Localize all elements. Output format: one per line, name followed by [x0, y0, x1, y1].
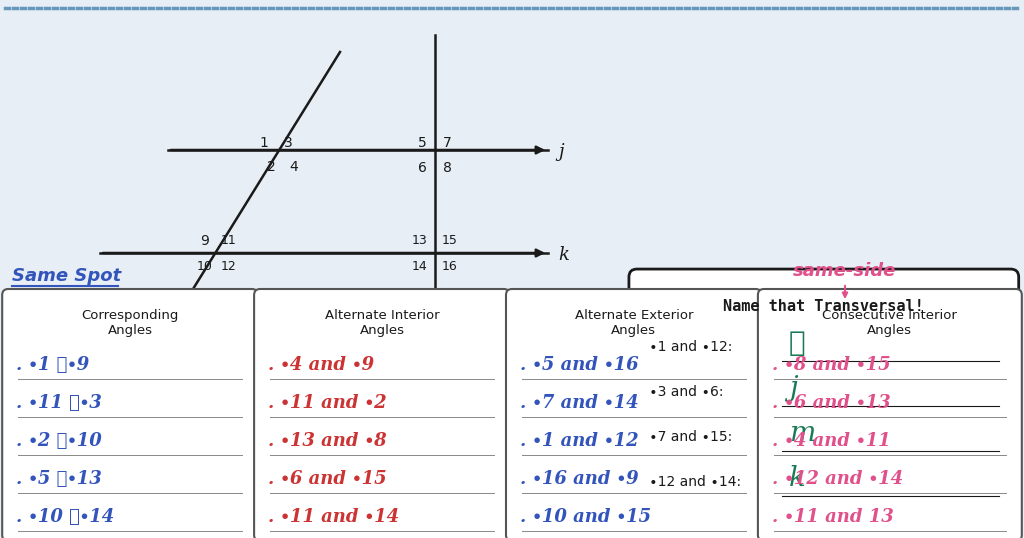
Text: . ∙2 ≅∙10: . ∙2 ≅∙10 [16, 432, 102, 450]
Text: 13: 13 [412, 235, 428, 247]
Text: 11: 11 [221, 235, 237, 247]
Text: 3: 3 [284, 136, 293, 150]
Text: Alternate Interior
Angles: Alternate Interior Angles [325, 309, 439, 337]
Text: 4: 4 [290, 160, 298, 174]
Text: . ∙11 and ∙2: . ∙11 and ∙2 [268, 394, 387, 412]
Text: Same Spot: Same Spot [12, 267, 121, 285]
Text: k: k [558, 246, 569, 264]
Text: 15: 15 [442, 235, 458, 247]
Text: 16: 16 [442, 259, 458, 273]
Text: m: m [788, 420, 815, 447]
Text: . ∙10 ≅∙14: . ∙10 ≅∙14 [16, 508, 115, 526]
Text: ℓ: ℓ [788, 330, 806, 357]
FancyBboxPatch shape [254, 289, 510, 538]
Text: m: m [426, 328, 443, 346]
Text: same-side: same-side [794, 262, 897, 280]
Text: . ∙4 and ∙9: . ∙4 and ∙9 [268, 356, 374, 374]
Text: . ∙11 ≅∙3: . ∙11 ≅∙3 [16, 394, 102, 412]
Text: 1: 1 [259, 136, 268, 150]
Text: 10: 10 [197, 259, 213, 273]
FancyBboxPatch shape [506, 289, 762, 538]
Text: . ∙6 and ∙15: . ∙6 and ∙15 [268, 470, 387, 488]
Text: . ∙13 and ∙8: . ∙13 and ∙8 [268, 432, 387, 450]
Text: . ∙12 and ∙14: . ∙12 and ∙14 [772, 470, 903, 488]
Text: 8: 8 [442, 161, 452, 175]
Text: . ∙5 and ∙16: . ∙5 and ∙16 [520, 356, 639, 374]
Text: . ∙10 and ∙15: . ∙10 and ∙15 [520, 508, 651, 526]
Text: 6: 6 [418, 161, 426, 175]
Text: ∙3 and ∙6:: ∙3 and ∙6: [649, 385, 723, 399]
Text: ∙7 and ∙15:: ∙7 and ∙15: [649, 430, 732, 444]
Text: . ∙1 and ∙12: . ∙1 and ∙12 [520, 432, 639, 450]
Text: Corresponding
Angles: Corresponding Angles [81, 309, 179, 337]
Text: ∙12 and ∙14:: ∙12 and ∙14: [649, 475, 741, 489]
Text: . ∙11 and 13: . ∙11 and 13 [772, 508, 894, 526]
Text: j: j [558, 143, 563, 161]
Text: 5: 5 [418, 136, 426, 150]
Text: . ∙1 ≅∙9: . ∙1 ≅∙9 [16, 356, 89, 374]
Text: Name that Transversal!: Name that Transversal! [723, 299, 925, 314]
Text: 7: 7 [442, 136, 452, 150]
Text: . ∙6 and ∙13: . ∙6 and ∙13 [772, 394, 891, 412]
Text: l: l [190, 319, 196, 337]
Text: . ∙8 and ∙15: . ∙8 and ∙15 [772, 356, 891, 374]
Text: . ∙11 and ∙14: . ∙11 and ∙14 [268, 508, 399, 526]
Text: 9: 9 [201, 234, 210, 248]
Text: . ∙16 and ∙9: . ∙16 and ∙9 [520, 470, 639, 488]
Text: 14: 14 [412, 259, 428, 273]
Text: 12: 12 [221, 259, 237, 273]
Text: k: k [788, 465, 806, 492]
Text: . ∙7 and ∙14: . ∙7 and ∙14 [520, 394, 639, 412]
FancyBboxPatch shape [629, 269, 1019, 530]
Text: . ∙5 ≅∙13: . ∙5 ≅∙13 [16, 470, 102, 488]
Text: Consecutive Interior
Angles: Consecutive Interior Angles [822, 309, 957, 337]
FancyBboxPatch shape [758, 289, 1022, 538]
FancyBboxPatch shape [2, 289, 258, 538]
Text: ∙1 and ∙12:: ∙1 and ∙12: [649, 340, 732, 354]
Text: . ∙4 and ∙11: . ∙4 and ∙11 [772, 432, 891, 450]
Text: j: j [788, 374, 798, 401]
Text: 2: 2 [266, 160, 275, 174]
Text: Alternate Exterior
Angles: Alternate Exterior Angles [574, 309, 693, 337]
